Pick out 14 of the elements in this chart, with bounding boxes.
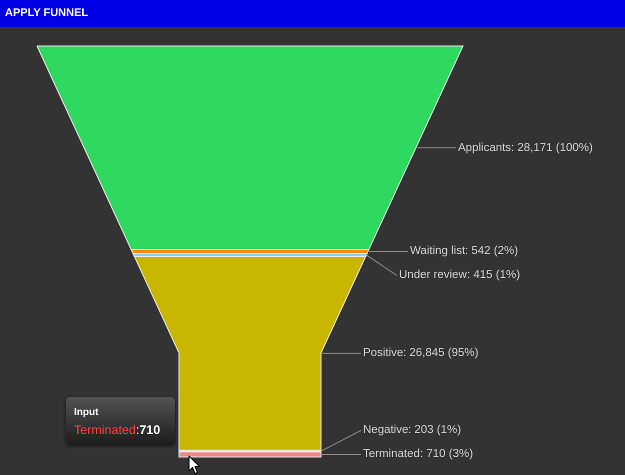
data-label: : 28,171 (100%): [511, 142, 593, 154]
data-label: : 542 (2%): [465, 245, 518, 257]
data-label: : 203 (1%): [408, 424, 462, 436]
category-label: Terminated: [363, 448, 420, 460]
category-label: Negative: [363, 424, 408, 436]
category-label: Positive: [363, 347, 404, 359]
tooltip-box: Input Terminated:710: [66, 397, 175, 445]
data-label: : 710 (3%): [420, 448, 474, 460]
data-label: : 26,845 (95%): [403, 347, 479, 359]
category-label: Waiting list: [410, 245, 466, 257]
category-label: Under review: [399, 269, 468, 281]
data-label: : 415 (1%): [467, 269, 520, 281]
category-label: Applicants: [458, 142, 512, 154]
text: APPLY FUNNEL: [5, 7, 88, 20]
